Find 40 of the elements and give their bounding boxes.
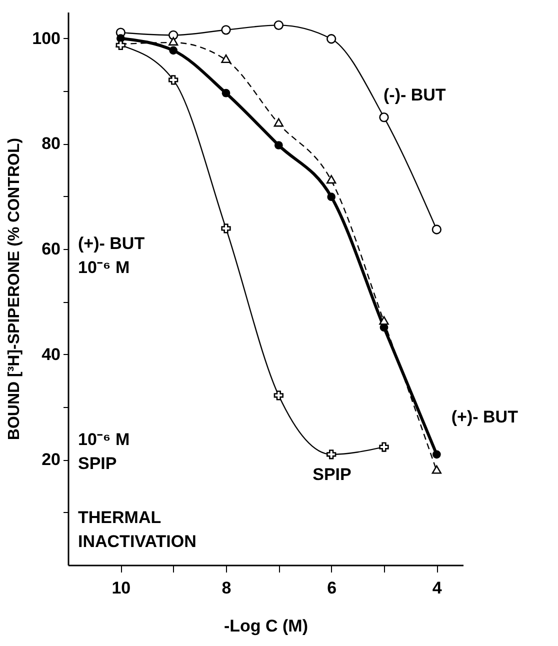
annotation: THERMAL INACTIVATION: [78, 508, 196, 551]
point: [222, 88, 230, 98]
series-label: (-)- BUT: [384, 86, 446, 105]
annotation: 10⁻⁶ M SPIP: [78, 430, 130, 473]
x-tick-label: 4: [432, 578, 442, 598]
point: [221, 25, 231, 35]
x-tick-label: 6: [327, 578, 337, 598]
point: [432, 465, 442, 474]
point: [274, 118, 284, 127]
x-tick-label: 10: [112, 578, 131, 598]
point: [379, 112, 389, 122]
point: [379, 442, 389, 452]
x-axis-title: -Log C (M): [224, 616, 308, 636]
point: [432, 450, 441, 459]
point: [221, 54, 231, 63]
point: [274, 390, 284, 400]
point: [326, 175, 336, 184]
point: [169, 46, 178, 55]
y-tick-label: 60: [42, 240, 60, 258]
point: [274, 20, 284, 30]
point: [326, 450, 336, 460]
x-tick-label: 8: [222, 578, 232, 598]
point: [168, 75, 178, 85]
y-tick-label: 100: [32, 28, 60, 48]
point: [221, 224, 231, 234]
point: [326, 34, 336, 44]
annotation: (+)- BUT 10⁻⁶ M: [78, 234, 146, 277]
y-tick-label: 20: [42, 450, 60, 470]
point: [116, 40, 126, 50]
y-tick-label: 40: [42, 344, 60, 364]
point: [432, 224, 442, 234]
point: [168, 37, 178, 46]
series-label: SPIP: [312, 465, 352, 484]
y-axis-title: BOUND [³H]-SPIPERONE (% CONTROL): [6, 138, 24, 440]
point: [379, 316, 389, 325]
series-label: (+)- BUT: [451, 407, 519, 426]
point: [327, 192, 336, 202]
y-tick-label: 80: [42, 134, 60, 154]
point: [274, 141, 283, 150]
point: [168, 30, 178, 40]
